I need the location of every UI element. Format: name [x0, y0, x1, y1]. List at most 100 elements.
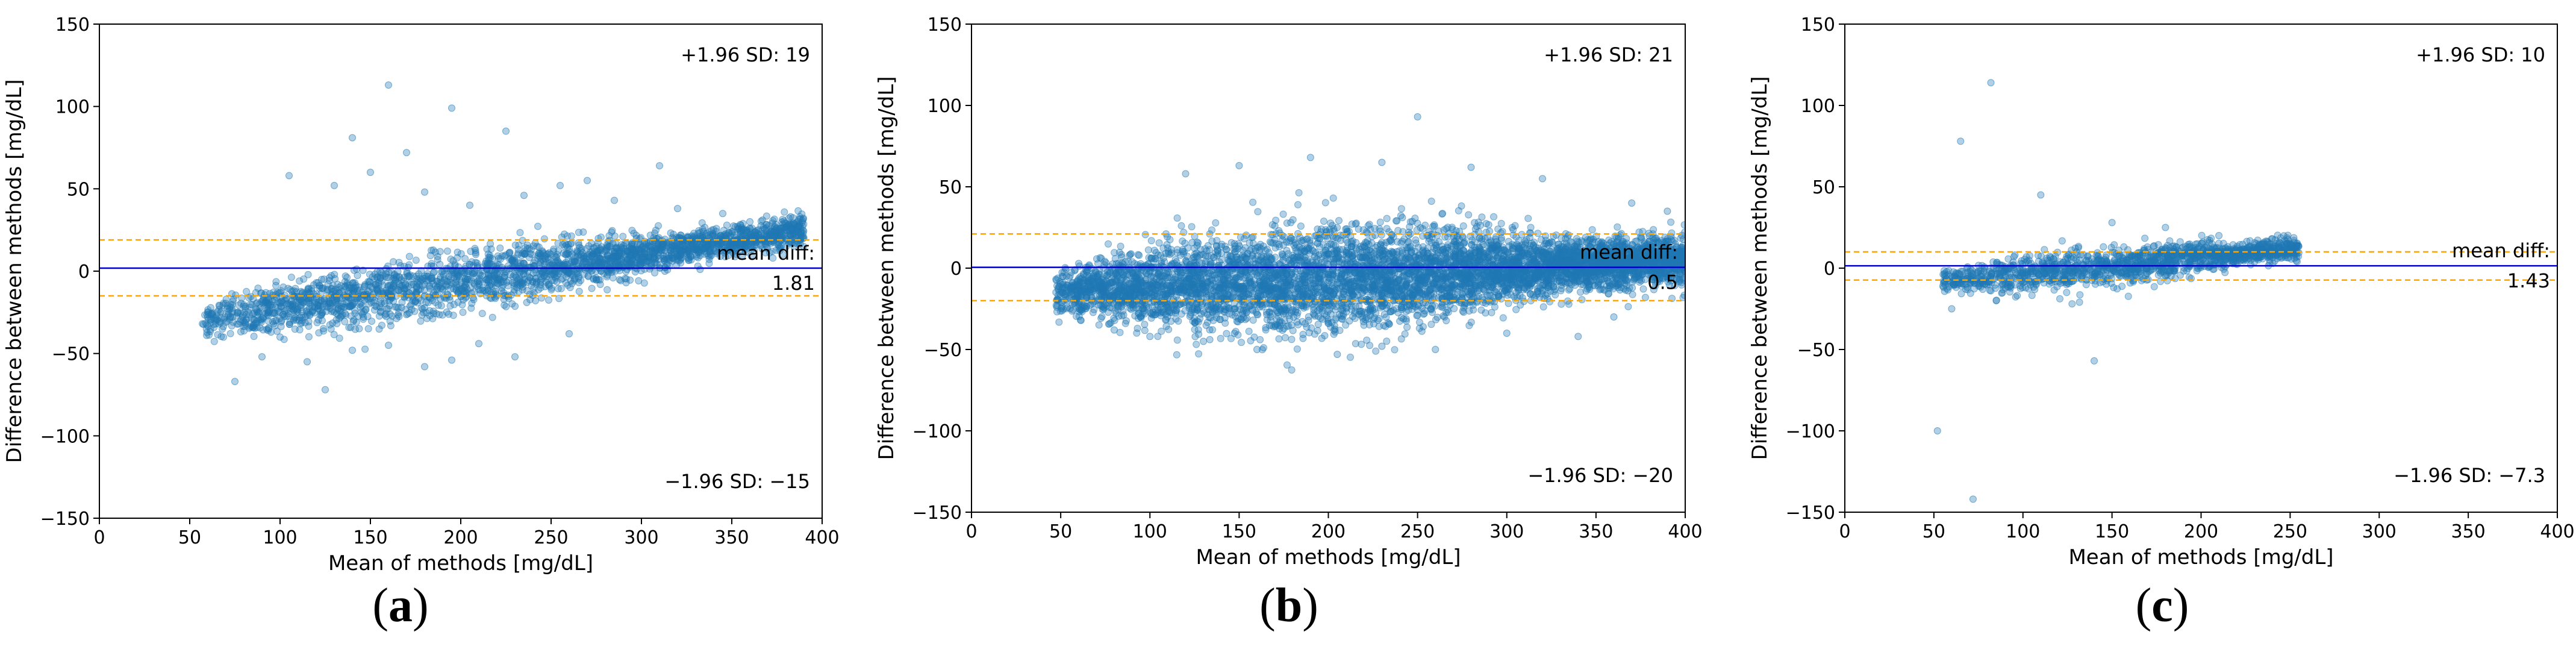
outlier-point	[286, 172, 293, 179]
data-point	[1428, 198, 1435, 205]
data-point	[685, 237, 691, 244]
data-point	[234, 310, 241, 316]
data-point	[544, 277, 551, 283]
data-point	[526, 254, 532, 261]
data-point	[292, 326, 298, 333]
data-point	[483, 276, 490, 283]
data-point	[560, 250, 567, 257]
data-point	[356, 325, 363, 332]
data-point	[301, 276, 307, 283]
data-point	[251, 333, 257, 340]
outlier-point	[467, 202, 473, 208]
data-point	[637, 241, 643, 248]
data-point	[620, 233, 626, 240]
data-point	[222, 314, 228, 321]
outlier-point	[512, 354, 519, 360]
data-point	[541, 236, 547, 242]
data-point	[319, 285, 326, 292]
y-axis-label: Difference between methods [mg/dL]	[2, 80, 27, 463]
data-point	[243, 288, 250, 295]
data-point	[495, 281, 502, 287]
data-point	[418, 297, 425, 304]
data-point	[532, 298, 539, 304]
data-point	[678, 256, 684, 263]
data-point	[454, 287, 460, 294]
data-point	[285, 310, 292, 317]
data-point	[313, 280, 320, 286]
data-point	[1265, 249, 1272, 256]
data-point	[496, 262, 502, 268]
data-point	[460, 309, 466, 316]
data-point	[670, 255, 677, 262]
data-point	[535, 223, 541, 230]
data-point	[273, 282, 279, 289]
data-point	[273, 292, 279, 298]
outlier-point	[566, 330, 573, 337]
data-point	[211, 338, 217, 345]
data-point	[264, 326, 270, 333]
data-point	[440, 286, 446, 292]
data-point	[218, 333, 225, 340]
data-point	[770, 233, 777, 240]
x-tick-label: 400	[805, 527, 839, 548]
data-point	[576, 288, 582, 295]
data-point	[498, 287, 505, 294]
data-point	[458, 251, 464, 257]
data-point	[251, 316, 257, 323]
lower-limit-label: −1.96 SD: −15	[664, 470, 810, 493]
data-point	[585, 266, 592, 272]
data-point	[709, 230, 716, 237]
data-point	[604, 286, 611, 293]
data-point	[338, 283, 345, 289]
data-point	[629, 227, 635, 234]
data-point	[1141, 321, 1148, 328]
data-point	[651, 255, 658, 262]
data-point	[426, 307, 433, 314]
data-point	[214, 309, 220, 315]
data-point	[260, 315, 267, 322]
data-point	[608, 229, 615, 236]
data-point	[441, 277, 448, 283]
data-point	[378, 289, 384, 295]
data-point	[447, 302, 454, 309]
data-point	[224, 306, 231, 312]
upper-limit-label: +1.96 SD: 19	[681, 43, 810, 66]
data-point	[512, 303, 519, 310]
data-point	[1269, 222, 1276, 228]
data-point	[612, 254, 619, 261]
data-point	[699, 219, 705, 226]
data-point	[448, 279, 454, 286]
data-point	[299, 315, 306, 321]
data-point	[419, 306, 426, 312]
data-point	[779, 216, 786, 223]
data-point	[470, 296, 477, 303]
data-point	[1579, 296, 1585, 303]
outlier-point	[747, 219, 753, 225]
data-point	[411, 308, 418, 315]
y-tick-label: −150	[40, 509, 90, 530]
outlier-point	[611, 197, 618, 204]
data-point	[570, 278, 577, 284]
x-axis-label: Mean of methods [mg/dL]	[328, 551, 593, 575]
data-point	[272, 318, 278, 324]
outlier-point	[385, 342, 392, 349]
outlier-point	[656, 163, 663, 169]
data-point	[275, 298, 281, 305]
data-point	[404, 310, 411, 317]
x-tick-label: 350	[714, 527, 749, 548]
data-point	[240, 303, 247, 310]
data-point	[583, 255, 590, 262]
data-point	[698, 236, 705, 242]
outlier-point	[322, 386, 329, 393]
data-point	[387, 322, 394, 329]
data-point	[513, 272, 519, 279]
outlier-point	[584, 177, 591, 184]
data-point	[1577, 289, 1584, 295]
outlier-point	[331, 182, 338, 189]
data-point	[596, 247, 603, 254]
data-point	[419, 312, 425, 318]
data-point	[305, 333, 312, 340]
data-point	[1336, 218, 1343, 224]
outlier-point	[422, 363, 428, 370]
data-point	[789, 227, 796, 234]
